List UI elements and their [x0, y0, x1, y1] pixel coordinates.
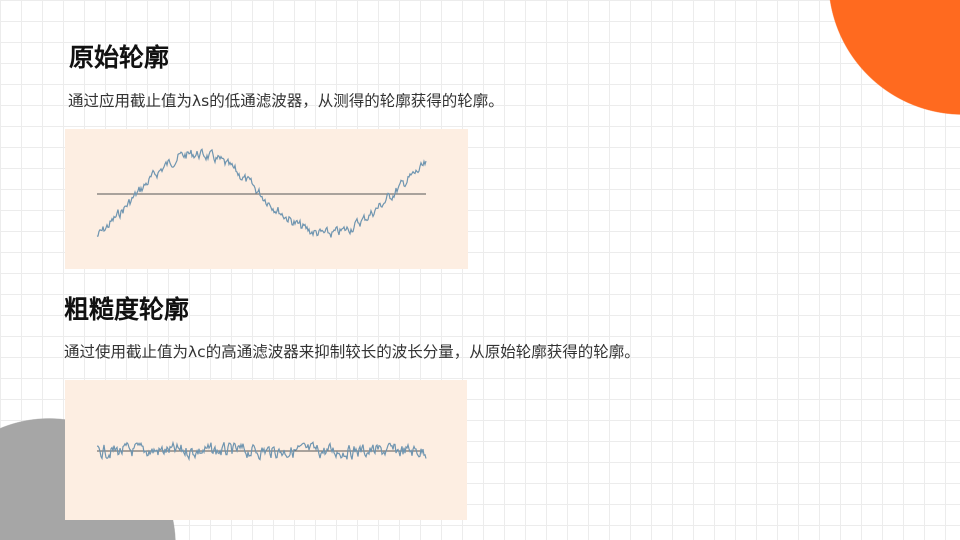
primary-profile-title: 原始轮廓 [69, 43, 170, 72]
roughness-profile-title: 粗糙度轮廓 [64, 295, 190, 324]
decorative-orange-circle [828, 0, 960, 115]
roughness-profile-description: 通过使用截止值为λc的高通滤波器来抑制较长的波长分量，从原始轮廓获得的轮廓。 [64, 343, 640, 361]
primary-profile-description: 通过应用截止值为λs的低通滤波器，从测得的轮廓获得的轮廓。 [68, 92, 504, 110]
roughness-profile-figure [65, 380, 467, 520]
roughness-profile-curve [96, 440, 427, 462]
primary-profile-curve [96, 148, 427, 238]
primary-profile-figure [65, 129, 468, 269]
